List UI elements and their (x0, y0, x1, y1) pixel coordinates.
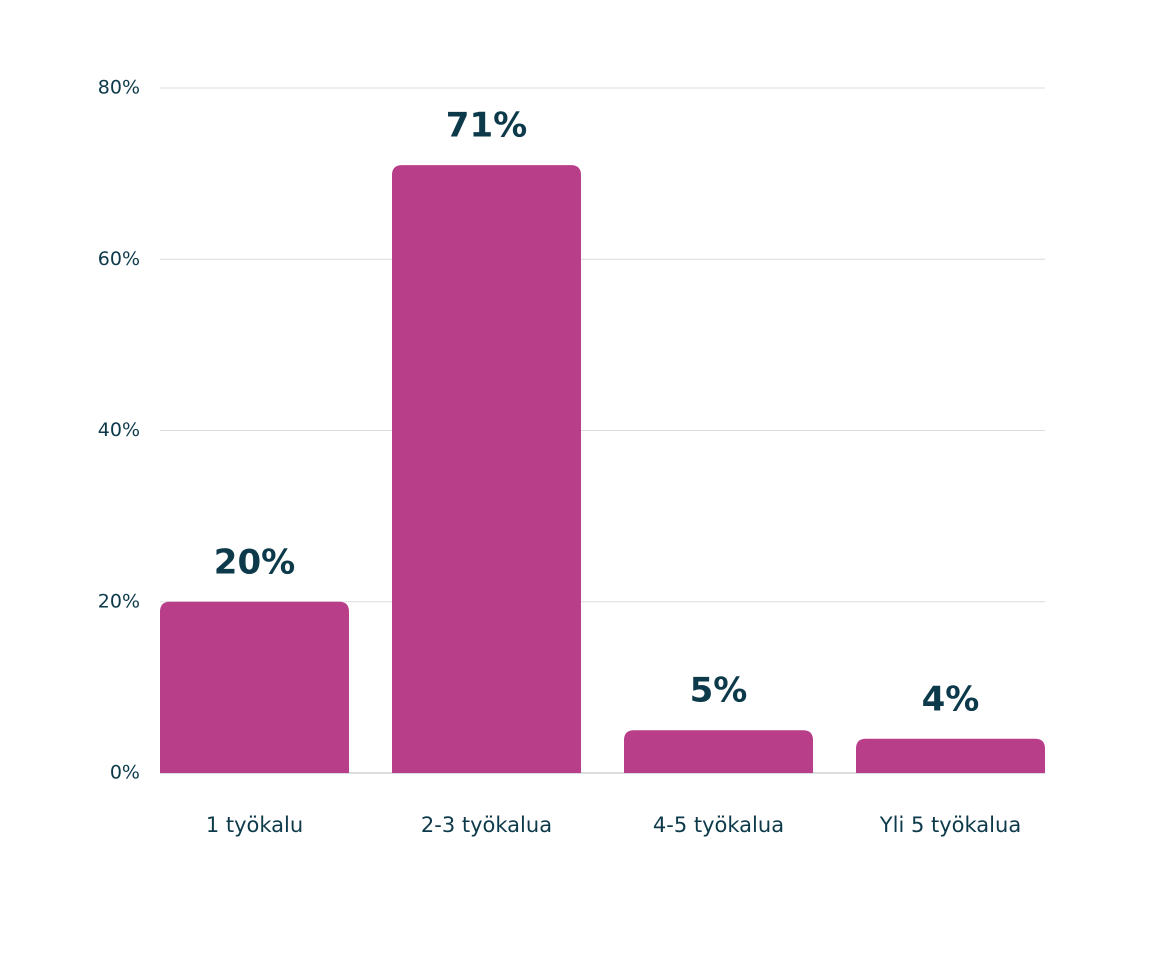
y-tick-label: 0% (110, 762, 140, 784)
y-tick-label: 80% (98, 77, 140, 99)
value-label: 5% (690, 671, 748, 711)
y-tick-label: 20% (98, 590, 140, 612)
x-tick-label: Yli 5 työkalua (879, 813, 1021, 837)
value-label: 71% (446, 106, 527, 146)
bar (392, 165, 581, 773)
bar (160, 601, 349, 773)
y-tick-label: 40% (98, 419, 140, 441)
x-tick-label: 1 työkalu (206, 813, 303, 837)
x-tick-label: 2-3 työkalua (421, 813, 552, 837)
value-label: 4% (922, 679, 980, 719)
value-label: 20% (214, 542, 295, 582)
bar (624, 730, 813, 773)
bar (856, 738, 1045, 773)
y-tick-label: 60% (98, 248, 140, 270)
x-tick-label: 4-5 työkalua (653, 813, 784, 837)
